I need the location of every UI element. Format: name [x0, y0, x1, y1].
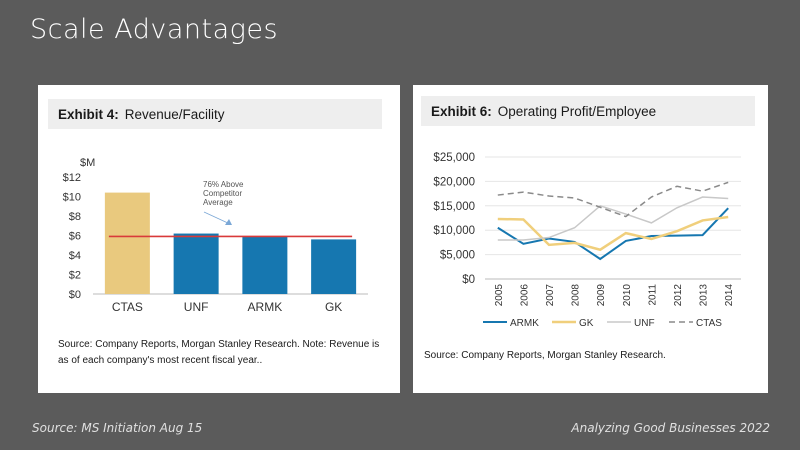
slide-title: Scale Advantages — [30, 14, 279, 45]
series-ctas-line — [497, 181, 729, 218]
bar-unit-label: $M — [80, 157, 95, 169]
line-y-tick-label: $0 — [462, 274, 475, 286]
legend-label-unf: UNF — [634, 318, 655, 329]
bar-x-tick-label: GK — [325, 300, 342, 314]
exhibit6-panel: Exhibit 6: Operating Profit/Employee $0 $… — [413, 85, 768, 393]
bar-x-tick-label: UNF — [184, 300, 209, 314]
revenue-facility-chart: $M $0 $2 $4 $6 $8 $10 $12 CTAS UNF ARMK GK 76% Above… — [63, 157, 368, 314]
bar-y-tick-label: $0 — [69, 289, 81, 301]
bar-x-tick-label: ARMK — [248, 300, 283, 314]
bar-y-tick-label: $4 — [69, 250, 81, 262]
annotation-arrow-head — [225, 219, 232, 225]
line-x-tick-label: 2012 — [673, 284, 684, 307]
exhibit6-title: Operating Profit/Employee — [497, 103, 657, 119]
legend-label-gk: GK — [579, 318, 594, 329]
bar-y-tick-label: $8 — [69, 211, 81, 223]
bar-y-tick-label: $10 — [63, 192, 81, 204]
footer-source: Source: MS Initiation Aug 15 — [32, 421, 203, 435]
line-y-tick-label: $5,000 — [440, 250, 475, 262]
line-x-tick-label: 2008 — [571, 284, 582, 307]
line-y-tick-label: $15,000 — [433, 201, 475, 213]
line-x-tick-label: 2005 — [494, 284, 505, 307]
bar-y-tick-label: $12 — [63, 172, 81, 184]
exhibit4-title: Revenue/Facility — [124, 106, 225, 122]
annotation-line: Average — [203, 198, 233, 207]
bar-y-tick-label: $6 — [69, 231, 81, 243]
annotation-line: Competitor — [203, 189, 242, 198]
bar-unf — [173, 233, 219, 294]
operating-profit-chart: $0 $5,000 $10,000 $15,000 $20,000 $25,000 2005… — [433, 152, 741, 329]
legend-label-ctas: CTAS — [696, 318, 722, 329]
bar-armk — [242, 236, 288, 294]
exhibit4-source: Source: Company Reports, Morgan Stanley … — [58, 339, 380, 366]
exhibit4-header: Exhibit 4: Revenue/Facility — [48, 99, 382, 129]
annotation-line: 76% Above — [203, 180, 244, 189]
line-y-tick-label: $10,000 — [433, 225, 475, 237]
annotation-arrow-shaft — [203, 211, 231, 225]
line-x-tick-label: 2009 — [596, 284, 607, 307]
bar-y-tick-label: $2 — [69, 270, 81, 282]
series-gk-line — [497, 215, 729, 252]
exhibit6-label: Exhibit 6: — [431, 103, 492, 119]
exhibit6-source: Source: Company Reports, Morgan Stanley … — [424, 350, 666, 361]
line-x-tick-label: 2010 — [622, 284, 633, 307]
series-unf-line — [497, 196, 729, 241]
series-armk-line — [497, 207, 729, 261]
line-y-tick-label: $20,000 — [433, 176, 475, 188]
line-x-tick-label: 2014 — [724, 284, 735, 307]
legend-label-armk: ARMK — [510, 318, 539, 329]
footer-course: Analyzing Good Businesses 2022 — [571, 421, 770, 435]
bar-x-tick-label: CTAS — [112, 300, 143, 314]
exhibit4-label: Exhibit 4: — [58, 106, 119, 122]
line-x-tick-label: 2013 — [699, 284, 710, 307]
line-x-tick-label: 2011 — [647, 284, 658, 306]
exhibit4-panel: Exhibit 4: Revenue/Facility $M $0 $2 $4 $6 $8… — [38, 85, 400, 393]
line-y-tick-label: $25,000 — [433, 152, 475, 164]
exhibit6-header: Exhibit 6: Operating Profit/Employee — [421, 96, 755, 126]
bar-gk — [311, 239, 357, 294]
bar-ctas — [104, 192, 150, 294]
line-x-tick-label: 2007 — [545, 284, 556, 307]
line-x-tick-label: 2006 — [519, 284, 530, 307]
